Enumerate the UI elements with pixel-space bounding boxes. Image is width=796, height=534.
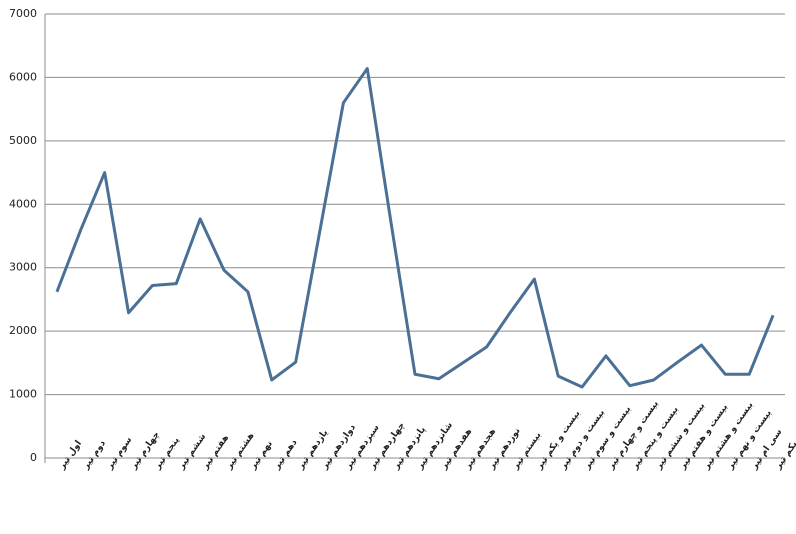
y-tick-label: 0 (30, 451, 37, 464)
x-tick-label: نهم تیر (248, 439, 275, 472)
y-tick-label: 4000 (9, 197, 37, 210)
line-series (55, 67, 775, 389)
x-tick-label: دوم تیر (81, 438, 109, 472)
y-tick-label: 1000 (9, 388, 37, 401)
y-tick-label: 7000 (9, 7, 37, 20)
y-tick-label: 5000 (9, 134, 37, 147)
y-tick-label: 3000 (9, 261, 37, 274)
y-tick-label: 6000 (9, 70, 37, 83)
x-tick-label: دهم تیر (272, 437, 300, 471)
y-tick-label: 2000 (9, 324, 37, 337)
x-tick-label: اول تیر (57, 439, 84, 472)
